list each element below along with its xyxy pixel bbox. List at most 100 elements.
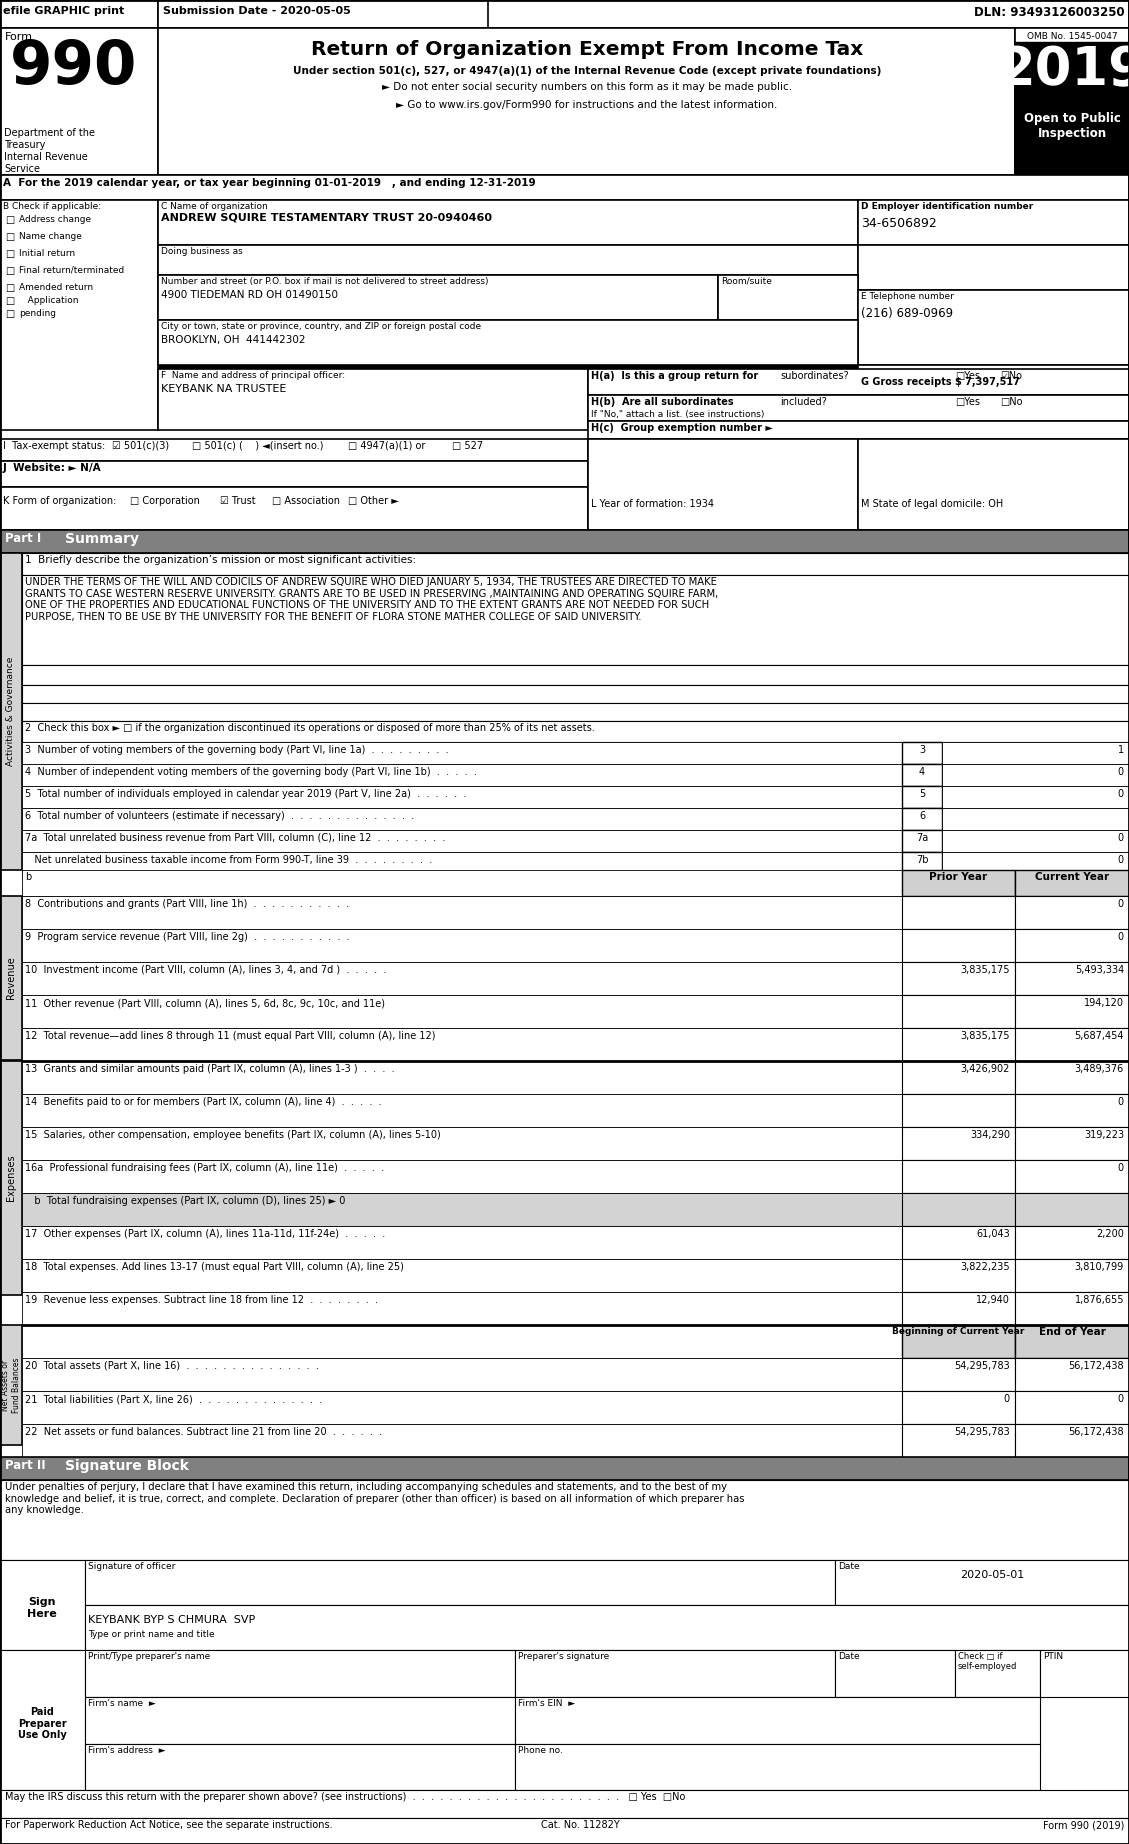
Text: 2020-05-01: 2020-05-01 bbox=[960, 1569, 1024, 1580]
Bar bbox=[942, 763, 1129, 786]
Text: 1: 1 bbox=[1118, 745, 1124, 754]
Text: ☑No: ☑No bbox=[1000, 371, 1022, 382]
Text: Preparer's signature: Preparer's signature bbox=[518, 1652, 610, 1661]
Text: Summary: Summary bbox=[65, 533, 139, 546]
Text: Application: Application bbox=[19, 297, 79, 304]
Bar bbox=[158, 369, 588, 430]
Text: 1,876,655: 1,876,655 bbox=[1075, 1294, 1124, 1306]
Bar bbox=[835, 1560, 1129, 1604]
Bar bbox=[1015, 28, 1129, 175]
Bar bbox=[0, 28, 158, 175]
Bar bbox=[835, 1650, 955, 1696]
Text: H(c)  Group exemption number ►: H(c) Group exemption number ► bbox=[590, 422, 773, 433]
Bar bbox=[0, 896, 21, 1060]
Bar bbox=[158, 365, 858, 369]
Text: subordinates?: subordinates? bbox=[780, 371, 849, 382]
Text: Firm's name  ►: Firm's name ► bbox=[88, 1698, 156, 1708]
Bar bbox=[158, 275, 718, 321]
Bar bbox=[902, 1226, 1015, 1259]
Bar bbox=[21, 786, 902, 808]
Text: 34-6506892: 34-6506892 bbox=[861, 218, 937, 230]
Bar bbox=[0, 1650, 85, 1791]
Text: Check □ if
self-employed: Check □ if self-employed bbox=[959, 1652, 1017, 1671]
Bar bbox=[0, 199, 158, 430]
Text: Part I: Part I bbox=[5, 533, 42, 546]
Text: Paid
Preparer
Use Only: Paid Preparer Use Only bbox=[18, 1708, 67, 1741]
Text: ☑ 501(c)(3): ☑ 501(c)(3) bbox=[112, 441, 169, 452]
Text: DLN: 93493126003250: DLN: 93493126003250 bbox=[974, 6, 1124, 18]
Text: □ 4947(a)(1) or: □ 4947(a)(1) or bbox=[348, 441, 426, 452]
Text: Activities & Governance: Activities & Governance bbox=[7, 656, 16, 767]
Text: b  Total fundraising expenses (Part IX, column (D), lines 25) ► 0: b Total fundraising expenses (Part IX, c… bbox=[25, 1197, 345, 1206]
Text: □: □ bbox=[5, 310, 15, 319]
Bar bbox=[21, 852, 902, 874]
Text: 0: 0 bbox=[1118, 789, 1124, 798]
Text: 0: 0 bbox=[1118, 1394, 1124, 1403]
Bar bbox=[902, 870, 1015, 896]
Text: ANDREW SQUIRE TESTAMENTARY TRUST 20-0940460: ANDREW SQUIRE TESTAMENTARY TRUST 20-0940… bbox=[161, 214, 492, 223]
Text: BROOKLYN, OH  441442302: BROOKLYN, OH 441442302 bbox=[161, 336, 306, 345]
Bar bbox=[902, 996, 1015, 1027]
Bar bbox=[858, 199, 1129, 245]
Bar bbox=[1015, 1027, 1129, 1060]
Bar bbox=[1015, 896, 1129, 929]
Text: 0: 0 bbox=[1118, 833, 1124, 843]
Text: F  Name and address of principal officer:: F Name and address of principal officer: bbox=[161, 371, 345, 380]
Bar bbox=[902, 741, 942, 763]
Bar bbox=[1015, 1424, 1129, 1457]
Text: Form: Form bbox=[5, 31, 33, 42]
Bar bbox=[1015, 1326, 1129, 1357]
Text: □No: □No bbox=[1000, 396, 1023, 408]
Text: Treasury: Treasury bbox=[5, 140, 45, 149]
Text: 0: 0 bbox=[1118, 900, 1124, 909]
Bar bbox=[21, 1293, 902, 1326]
Text: 7a: 7a bbox=[916, 833, 928, 843]
Text: L Year of formation: 1934: L Year of formation: 1934 bbox=[590, 500, 714, 509]
Text: 16a  Professional fundraising fees (Part IX, column (A), line 11e)  .  .  .  .  : 16a Professional fundraising fees (Part … bbox=[25, 1164, 384, 1173]
Bar bbox=[1015, 1390, 1129, 1424]
Text: □: □ bbox=[5, 266, 15, 277]
Bar bbox=[0, 439, 588, 461]
Text: End of Year: End of Year bbox=[1039, 1328, 1105, 1337]
Text: 3: 3 bbox=[919, 745, 925, 754]
Text: PTIN: PTIN bbox=[1043, 1652, 1064, 1661]
Bar bbox=[0, 461, 588, 487]
Bar bbox=[21, 1160, 902, 1193]
Text: Doing business as: Doing business as bbox=[161, 247, 243, 256]
Text: I  Tax-exempt status:: I Tax-exempt status: bbox=[3, 441, 105, 452]
Text: 19  Revenue less expenses. Subtract line 18 from line 12  .  .  .  .  .  .  .  .: 19 Revenue less expenses. Subtract line … bbox=[25, 1294, 378, 1306]
Bar bbox=[902, 896, 1015, 929]
Text: 11  Other revenue (Part VIII, column (A), lines 5, 6d, 8c, 9c, 10c, and 11e): 11 Other revenue (Part VIII, column (A),… bbox=[25, 998, 385, 1009]
Text: City or town, state or province, country, and ZIP or foreign postal code: City or town, state or province, country… bbox=[161, 323, 481, 332]
Bar bbox=[902, 1424, 1015, 1457]
Text: KEYBANK NA TRUSTEE: KEYBANK NA TRUSTEE bbox=[161, 384, 287, 395]
Text: 18  Total expenses. Add lines 13-17 (must equal Part VIII, column (A), line 25): 18 Total expenses. Add lines 13-17 (must… bbox=[25, 1261, 404, 1272]
Text: 3,835,175: 3,835,175 bbox=[961, 964, 1010, 975]
Bar bbox=[902, 852, 942, 874]
Bar bbox=[588, 369, 1129, 395]
Bar bbox=[858, 245, 1129, 290]
Bar bbox=[902, 1259, 1015, 1293]
Bar bbox=[955, 1650, 1040, 1696]
Text: 14  Benefits paid to or for members (Part IX, column (A), line 4)  .  .  .  .  .: 14 Benefits paid to or for members (Part… bbox=[25, 1097, 382, 1106]
Bar bbox=[942, 808, 1129, 830]
Text: C Name of organization: C Name of organization bbox=[161, 203, 268, 210]
Bar bbox=[1015, 1060, 1129, 1093]
Bar bbox=[85, 1696, 515, 1744]
Text: 334,290: 334,290 bbox=[970, 1130, 1010, 1140]
Text: □Yes: □Yes bbox=[955, 396, 980, 408]
Bar bbox=[902, 1357, 1015, 1390]
Text: Final return/terminated: Final return/terminated bbox=[19, 266, 124, 275]
Bar bbox=[21, 553, 1129, 575]
Bar bbox=[902, 763, 942, 786]
Bar bbox=[588, 420, 1129, 439]
Bar bbox=[0, 1791, 1129, 1818]
Text: □: □ bbox=[5, 282, 15, 293]
Bar bbox=[158, 245, 858, 275]
Text: Type or print name and title: Type or print name and title bbox=[88, 1630, 215, 1639]
Bar bbox=[85, 1650, 515, 1696]
Bar bbox=[158, 321, 858, 365]
Bar bbox=[21, 666, 1129, 684]
Bar bbox=[902, 1390, 1015, 1424]
Bar bbox=[21, 830, 902, 852]
